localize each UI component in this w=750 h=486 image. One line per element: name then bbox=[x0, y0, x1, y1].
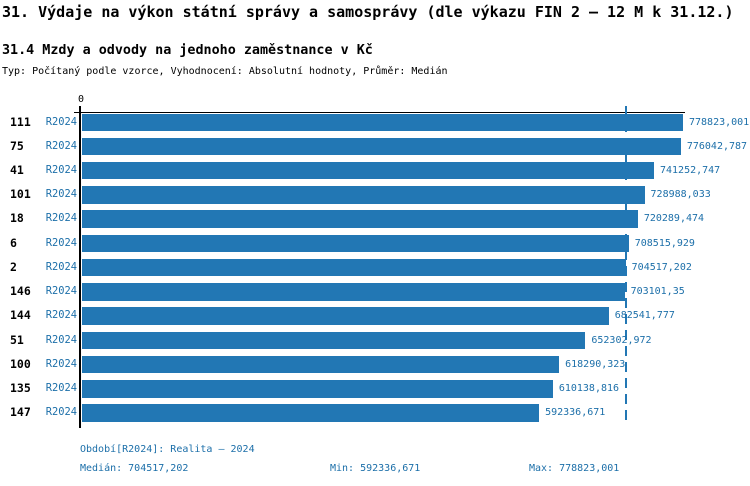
value-bar[interactable] bbox=[82, 404, 540, 422]
chart-row: 2 R2024 704517,202 bbox=[0, 258, 750, 277]
value-bar[interactable] bbox=[82, 234, 629, 253]
footer-min-label: Min: 592336,671 bbox=[330, 463, 421, 474]
row-id-label: 146 bbox=[10, 284, 31, 299]
bar-value-label: 610138,816 bbox=[558, 383, 620, 395]
chart-row: 6 R2024 708515,929 bbox=[0, 234, 750, 253]
row-id-label: 111 bbox=[10, 114, 31, 129]
row-period-label: R2024 bbox=[45, 309, 77, 322]
bar-value-label: 652302,972 bbox=[591, 334, 652, 346]
x-axis-zero-tick-label: 0 bbox=[77, 94, 85, 105]
row-id-label: 18 bbox=[10, 211, 24, 226]
bar-value-label: 703101,35 bbox=[630, 286, 685, 298]
row-period-label: R2024 bbox=[45, 382, 77, 395]
row-id-label: 135 bbox=[10, 381, 31, 396]
row-period-label: R2024 bbox=[45, 115, 77, 128]
chart-row: 101 R2024 728988,033 bbox=[0, 186, 750, 204]
footer-period-line: Období[R2024]: Realita – 2024 bbox=[80, 444, 255, 455]
chart-row: 51 R2024 652302,972 bbox=[0, 331, 750, 350]
row-period-label: R2024 bbox=[45, 163, 77, 176]
bar-value-label: 708515,929 bbox=[634, 237, 695, 249]
chart-row: 100 R2024 618290,323 bbox=[0, 355, 750, 374]
value-bar[interactable] bbox=[82, 186, 645, 204]
row-period-label: R2024 bbox=[45, 212, 77, 225]
row-period-label: R2024 bbox=[45, 188, 77, 201]
row-period-label: R2024 bbox=[45, 260, 77, 273]
bar-value-label: 778823,001 bbox=[689, 116, 750, 128]
row-period-label: R2024 bbox=[45, 139, 77, 152]
value-bar[interactable] bbox=[82, 331, 586, 350]
row-id-label: 41 bbox=[10, 162, 24, 177]
footer-median-label: Medián: 704517,202 bbox=[80, 463, 189, 474]
value-bar[interactable] bbox=[82, 137, 681, 156]
page-title: 31. Výdaje na výkon státní správy a samo… bbox=[2, 3, 734, 21]
chart-type-line: Typ: Počítaný podle vzorce, Vyhodnocení:… bbox=[2, 66, 448, 77]
footer-max-label: Max: 778823,001 bbox=[529, 463, 620, 474]
chart-subtitle: 31.4 Mzdy a odvody na jednoho zaměstnanc… bbox=[2, 43, 373, 58]
value-bar[interactable] bbox=[82, 161, 654, 180]
median-line bbox=[625, 106, 627, 426]
chart-row: 146 R2024 703101,35 bbox=[0, 283, 750, 301]
bar-value-label: 592336,671 bbox=[545, 407, 606, 419]
row-period-label: R2024 bbox=[45, 357, 77, 370]
row-id-label: 2 bbox=[10, 259, 17, 274]
value-bar[interactable] bbox=[82, 307, 609, 325]
row-id-label: 144 bbox=[10, 308, 31, 323]
value-bar[interactable] bbox=[82, 380, 553, 398]
row-id-label: 147 bbox=[10, 405, 31, 420]
row-id-label: 51 bbox=[10, 332, 24, 347]
x-axis-line bbox=[74, 112, 685, 113]
row-id-label: 100 bbox=[10, 356, 31, 371]
row-period-label: R2024 bbox=[45, 406, 77, 419]
chart-row: 135 R2024 610138,816 bbox=[0, 380, 750, 398]
value-bar[interactable] bbox=[82, 113, 683, 131]
chart-row: 41 R2024 741252,747 bbox=[0, 161, 750, 180]
chart-row: 111 R2024 778823,001 bbox=[0, 113, 750, 132]
bar-value-label: 776042,787 bbox=[686, 140, 748, 152]
bar-value-label: 741252,747 bbox=[660, 164, 721, 176]
value-bar[interactable] bbox=[82, 355, 560, 374]
row-id-label: 6 bbox=[10, 235, 17, 250]
row-period-label: R2024 bbox=[45, 285, 77, 298]
chart-row: 18 R2024 720289,474 bbox=[0, 210, 750, 228]
row-period-label: R2024 bbox=[45, 333, 77, 346]
bar-value-label: 618290,323 bbox=[565, 358, 626, 370]
bar-value-label: 720289,474 bbox=[643, 213, 705, 225]
row-period-label: R2024 bbox=[45, 236, 77, 249]
value-bar[interactable] bbox=[82, 210, 638, 228]
bar-value-label: 704517,202 bbox=[631, 261, 692, 273]
value-bar[interactable] bbox=[82, 283, 625, 301]
row-id-label: 75 bbox=[10, 138, 24, 153]
y-axis-line bbox=[79, 106, 81, 428]
bar-value-label: 728988,033 bbox=[650, 189, 711, 201]
row-id-label: 101 bbox=[10, 187, 31, 202]
chart-row: 147 R2024 592336,671 bbox=[0, 404, 750, 422]
chart-row: 144 R2024 682541,777 bbox=[0, 307, 750, 325]
chart-row: 75 R2024 776042,787 bbox=[0, 137, 750, 156]
bar-value-label: 682541,777 bbox=[614, 310, 675, 322]
value-bar[interactable] bbox=[82, 258, 626, 277]
